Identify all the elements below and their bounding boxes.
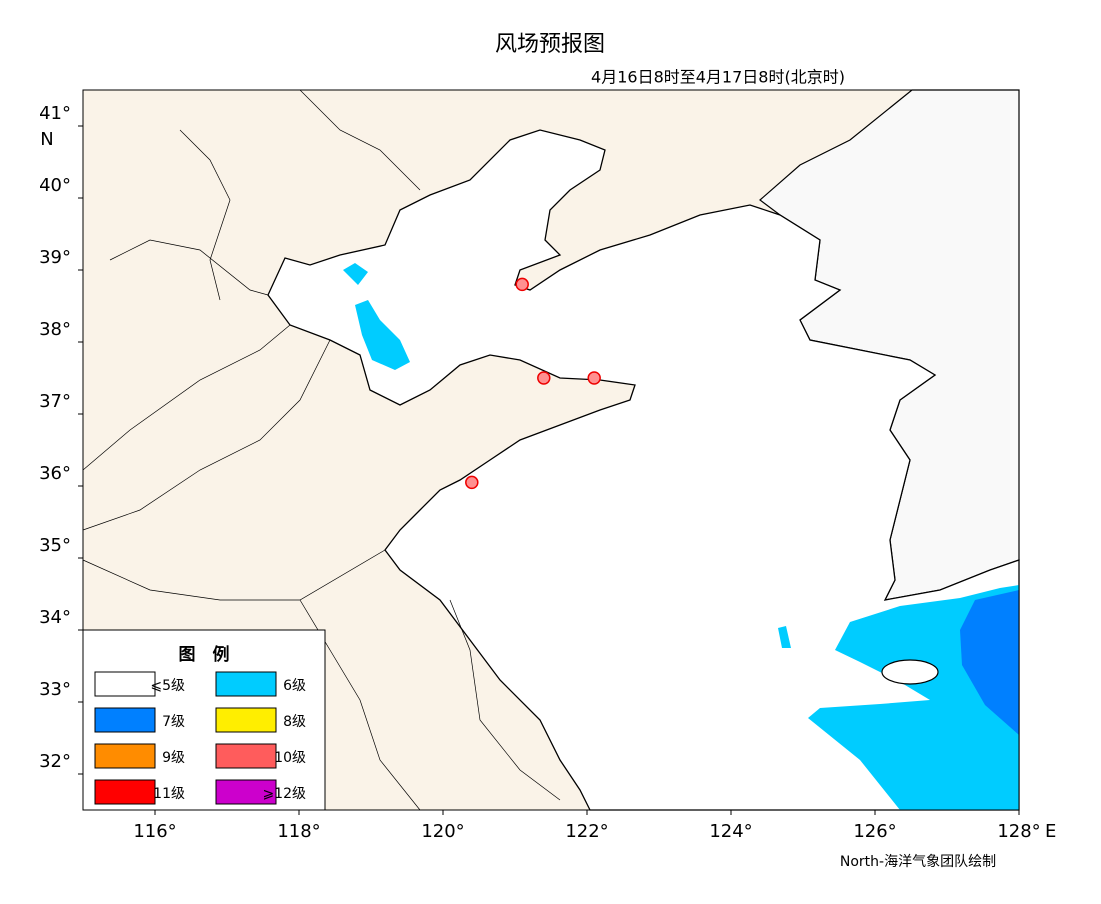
legend-swatch [215,707,277,733]
x-tick-label: 128° [997,821,1040,842]
station [537,371,551,385]
x-tick-label: 120° [421,821,464,842]
y-tick-label: 34° [39,607,71,628]
legend-swatch [215,743,277,769]
x-tick-label: 118° [277,821,320,842]
y-tick-label: 39° [39,247,71,268]
lat-suffix: N [40,129,53,150]
legend-label: 11级 [153,786,185,802]
credit: North-海洋气象团队绘制 [840,854,996,870]
y-tick-label: 41° [39,103,71,124]
y-tick-label: 32° [39,751,71,772]
legend-swatch [94,671,156,697]
sea [267,129,1020,811]
station [465,475,479,490]
x-tick-label: 122° [565,821,608,842]
map-frame [82,89,1020,811]
legend-label: 6级 [283,678,306,694]
y-tick-label: 35° [39,535,71,556]
legend-swatch [215,671,277,697]
station [587,371,601,385]
borders [82,89,561,811]
y-tick-label: 38° [39,319,71,340]
wind-6 [343,263,1019,810]
station [515,277,529,292]
legend-label: ⩽5级 [150,678,185,694]
title: 风场预报图 [495,32,605,57]
wind-7 [960,590,1019,735]
y-tick-label: 37° [39,391,71,412]
x-tick-label: 126° [853,821,896,842]
y-tick-label: 36° [39,463,71,484]
legend-swatch [94,707,156,733]
subtitle: 4月16日8时至4月17日8时(北京时) [591,68,845,87]
legend-label: 7级 [162,714,185,730]
legend-label: ⩾12级 [262,786,306,802]
legend-label: 9级 [162,750,185,766]
x-tick-label: 116° [133,821,176,842]
legend-title: 图 例 [179,644,230,665]
y-tick-label: 40° [39,175,71,196]
legend-swatch [94,779,156,805]
legend: 图 例 ⩽5级 6级 7级 8级 9级 10级 11级 ⩾12级 [82,629,326,811]
y-tick-label: 33° [39,679,71,700]
legend-label: 8级 [283,714,306,730]
x-tick-label: 124° [709,821,752,842]
legend-swatch [94,743,156,769]
legend-swatch [215,779,277,805]
lon-suffix: E [1045,821,1056,842]
legend-label: 10级 [274,750,306,766]
jeju-island [881,659,939,685]
